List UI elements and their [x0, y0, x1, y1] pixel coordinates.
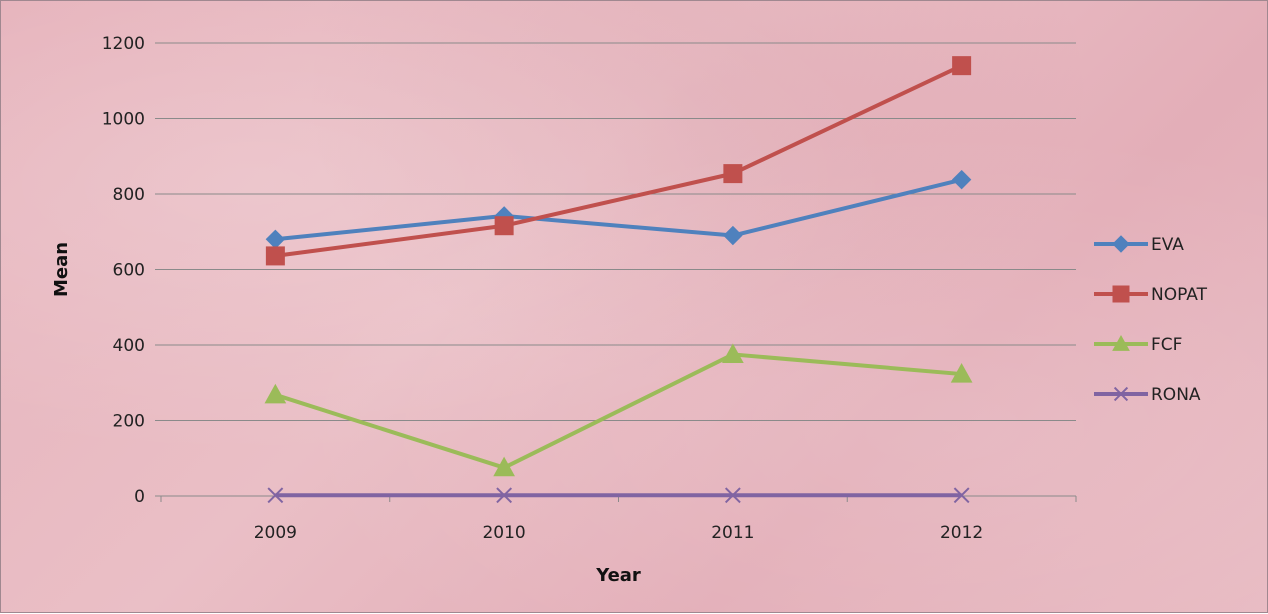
x-tick-label: 2012: [940, 523, 983, 543]
legend-item-rona: RONA: [1094, 385, 1201, 405]
y-tick-label: 400: [113, 336, 145, 356]
series-nopat: [265, 56, 972, 266]
legend-label: NOPAT: [1151, 285, 1208, 305]
y-tick-label: 800: [113, 185, 145, 205]
fcf-point: [722, 343, 744, 363]
series-eva: [265, 169, 972, 250]
nopat-point: [494, 216, 514, 236]
series-rona: [267, 487, 970, 504]
y-tick-label: 600: [113, 261, 145, 281]
rona-point: [267, 487, 284, 504]
series-line-fcf: [274, 352, 962, 470]
rona-point-stroke: [724, 487, 741, 504]
rona-point-stroke: [496, 487, 513, 504]
legend-marker: [1112, 285, 1130, 303]
nopat-point: [265, 246, 285, 266]
series-line-eva: [275, 177, 963, 242]
y-tick-label: 200: [113, 412, 145, 432]
x-tick-label: 2010: [482, 523, 525, 543]
legend-marker: [1112, 334, 1130, 351]
gridlines: [161, 42, 1076, 421]
fcf-point: [493, 456, 515, 477]
nopat-point: [952, 56, 972, 76]
legend-label: RONA: [1151, 385, 1201, 405]
nopat-point: [723, 164, 743, 184]
y-tick-label: 1200: [102, 34, 145, 54]
eva-point: [723, 225, 743, 246]
legend-marker: [1112, 235, 1130, 253]
x-axis-title: Year: [595, 565, 641, 586]
rona-point: [724, 487, 741, 504]
legend: EVA NOPAT FCF RONA: [1094, 235, 1208, 405]
eva-point: [951, 169, 972, 190]
series-fcf: [264, 343, 973, 477]
x-axis-ticks: 2009 2010 2011 2012: [160, 496, 1077, 543]
y-axis-title: Mean: [51, 242, 72, 297]
y-tick-label: 0: [134, 487, 145, 507]
rona-point-stroke: [953, 487, 970, 504]
rona-point: [953, 487, 970, 504]
y-tick-label: 1000: [102, 110, 145, 130]
x-tick-label: 2011: [711, 523, 754, 543]
eva-point: [265, 229, 286, 250]
legend-label: FCF: [1151, 335, 1182, 355]
rona-point: [496, 487, 513, 504]
legend-marker-stroke: [1113, 386, 1129, 402]
fcf-point: [950, 363, 973, 383]
series-group: [264, 56, 973, 504]
legend-label: EVA: [1151, 235, 1184, 255]
fcf-point: [264, 383, 287, 404]
x-tick-label: 2009: [254, 523, 297, 543]
legend-marker: [1113, 386, 1129, 402]
rona-point-stroke: [267, 487, 284, 504]
legend-item-eva: EVA: [1094, 235, 1184, 255]
legend-item-nopat: NOPAT: [1094, 285, 1208, 305]
legend-item-fcf: FCF: [1094, 334, 1182, 355]
series-line-nopat: [275, 63, 963, 258]
y-axis-ticks: 0 200 400 600 800 1000 1200: [102, 34, 161, 507]
